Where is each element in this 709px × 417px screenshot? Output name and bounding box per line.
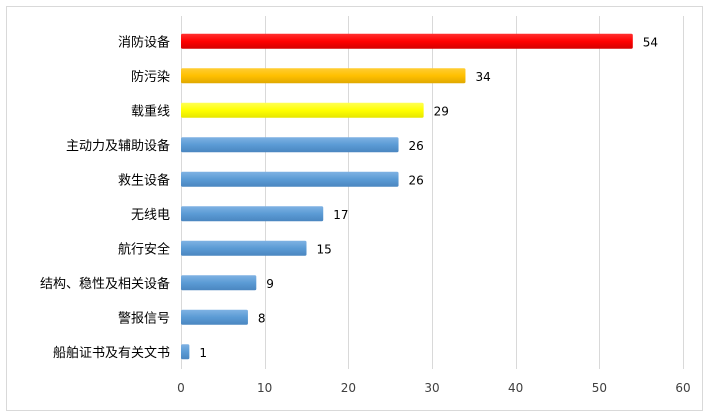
- bar-0: [181, 33, 633, 49]
- bar-6: [181, 240, 307, 256]
- bar-5: [181, 206, 324, 222]
- x-tick-label: 60: [675, 381, 690, 395]
- data-label: 1: [199, 346, 207, 360]
- category-label: 主动力及辅助设备: [66, 138, 170, 154]
- bar-3: [181, 137, 399, 153]
- data-label: 26: [409, 173, 424, 187]
- x-tick-label: 30: [424, 381, 439, 395]
- bar-8: [181, 309, 248, 325]
- category-label: 消防设备: [118, 34, 170, 50]
- data-label: 26: [409, 139, 424, 153]
- category-label: 警报信号: [118, 310, 170, 326]
- category-label: 无线电: [131, 208, 170, 223]
- bar-9: [181, 344, 190, 360]
- bars: [181, 33, 633, 360]
- data-label: 9: [266, 277, 274, 291]
- category-label: 救生设备: [118, 172, 170, 188]
- category-label: 结构、稳性及相关设备: [40, 276, 170, 292]
- x-tick-label: 0: [177, 381, 185, 395]
- x-tick-label: 20: [341, 381, 356, 395]
- category-label: 载重线: [131, 103, 170, 119]
- data-label: 29: [434, 104, 449, 118]
- bar-4: [181, 171, 399, 187]
- category-label: 船舶证书及有关文书: [53, 345, 170, 361]
- category-label: 防污染: [131, 69, 170, 85]
- data-label: 8: [258, 311, 266, 325]
- x-tick-label: 50: [592, 381, 607, 395]
- x-tick-label: 40: [508, 381, 523, 395]
- labels: 0 10 20 30 40 50 60 消防设备 54 防污染 34 载重线 29 主动力及辅助设备 26 救…: [40, 34, 691, 395]
- data-label: 54: [643, 35, 658, 49]
- bar-7: [181, 275, 257, 291]
- x-tick-label: 10: [257, 381, 272, 395]
- bar-2: [181, 102, 424, 118]
- data-label: 15: [317, 242, 332, 256]
- data-label: 17: [333, 208, 348, 222]
- bar-1: [181, 68, 466, 84]
- data-label: 34: [475, 70, 490, 84]
- category-label: 航行安全: [118, 241, 170, 257]
